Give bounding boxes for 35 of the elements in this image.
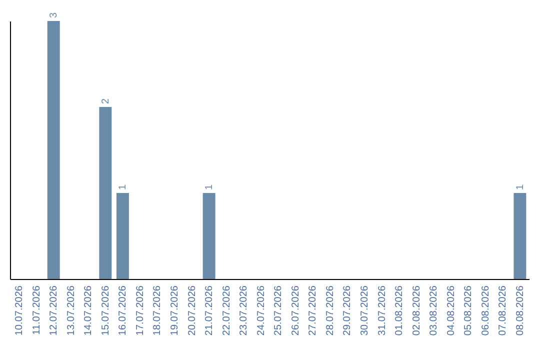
data-label: 1 xyxy=(118,184,129,190)
data-label: 1 xyxy=(204,184,216,190)
x-tick-label: 16.07.2026 xyxy=(118,285,129,336)
x-tick-label: 08.08.2026 xyxy=(514,285,526,336)
x-tick-label: 17.07.2026 xyxy=(134,285,146,336)
x-tick-label: 29.07.2026 xyxy=(342,285,354,336)
x-tick-label: 12.07.2026 xyxy=(48,285,60,336)
x-tick-label: 13.07.2026 xyxy=(66,285,77,336)
x-tick-label: 01.08.2026 xyxy=(394,285,406,336)
x-tick-label: 10.07.2026 xyxy=(14,285,26,336)
x-tick-label: 11.07.2026 xyxy=(31,285,42,335)
data-label: 3 xyxy=(48,12,60,18)
x-tick-label: 30.07.2026 xyxy=(359,285,370,336)
x-tick-label: 19.07.2026 xyxy=(170,285,181,336)
x-tick-label: 24.07.2026 xyxy=(256,285,267,336)
x-tick-label: 21.07.2026 xyxy=(204,285,216,336)
x-tick-label: 04.08.2026 xyxy=(446,285,457,336)
x-tick-label: 05.08.2026 xyxy=(463,285,474,336)
x-tick-label: 07.08.2026 xyxy=(498,285,509,336)
x-tick-label: 25.07.2026 xyxy=(273,285,284,336)
x-tick-label: 26.07.2026 xyxy=(290,285,302,336)
x-tick-label: 06.08.2026 xyxy=(480,285,492,336)
x-tick-label: 22.07.2026 xyxy=(221,285,232,336)
x-tick-label: 14.07.2026 xyxy=(83,285,94,336)
x-tick-label: 15.07.2026 xyxy=(100,285,112,336)
x-tick-label: 03.08.2026 xyxy=(428,285,440,336)
x-tick-label: 23.07.2026 xyxy=(238,285,250,336)
x-tick-label: 28.07.2026 xyxy=(324,285,336,336)
x-tick-label: 31.07.2026 xyxy=(376,285,388,336)
data-label: 1 xyxy=(514,184,526,190)
x-tick-label: 20.07.2026 xyxy=(186,285,198,336)
data-label: 2 xyxy=(100,98,112,104)
x-tick-label: 27.07.2026 xyxy=(308,285,319,336)
x-tick-label: 02.08.2026 xyxy=(411,285,422,336)
x-tick-label: 18.07.2026 xyxy=(152,285,164,336)
